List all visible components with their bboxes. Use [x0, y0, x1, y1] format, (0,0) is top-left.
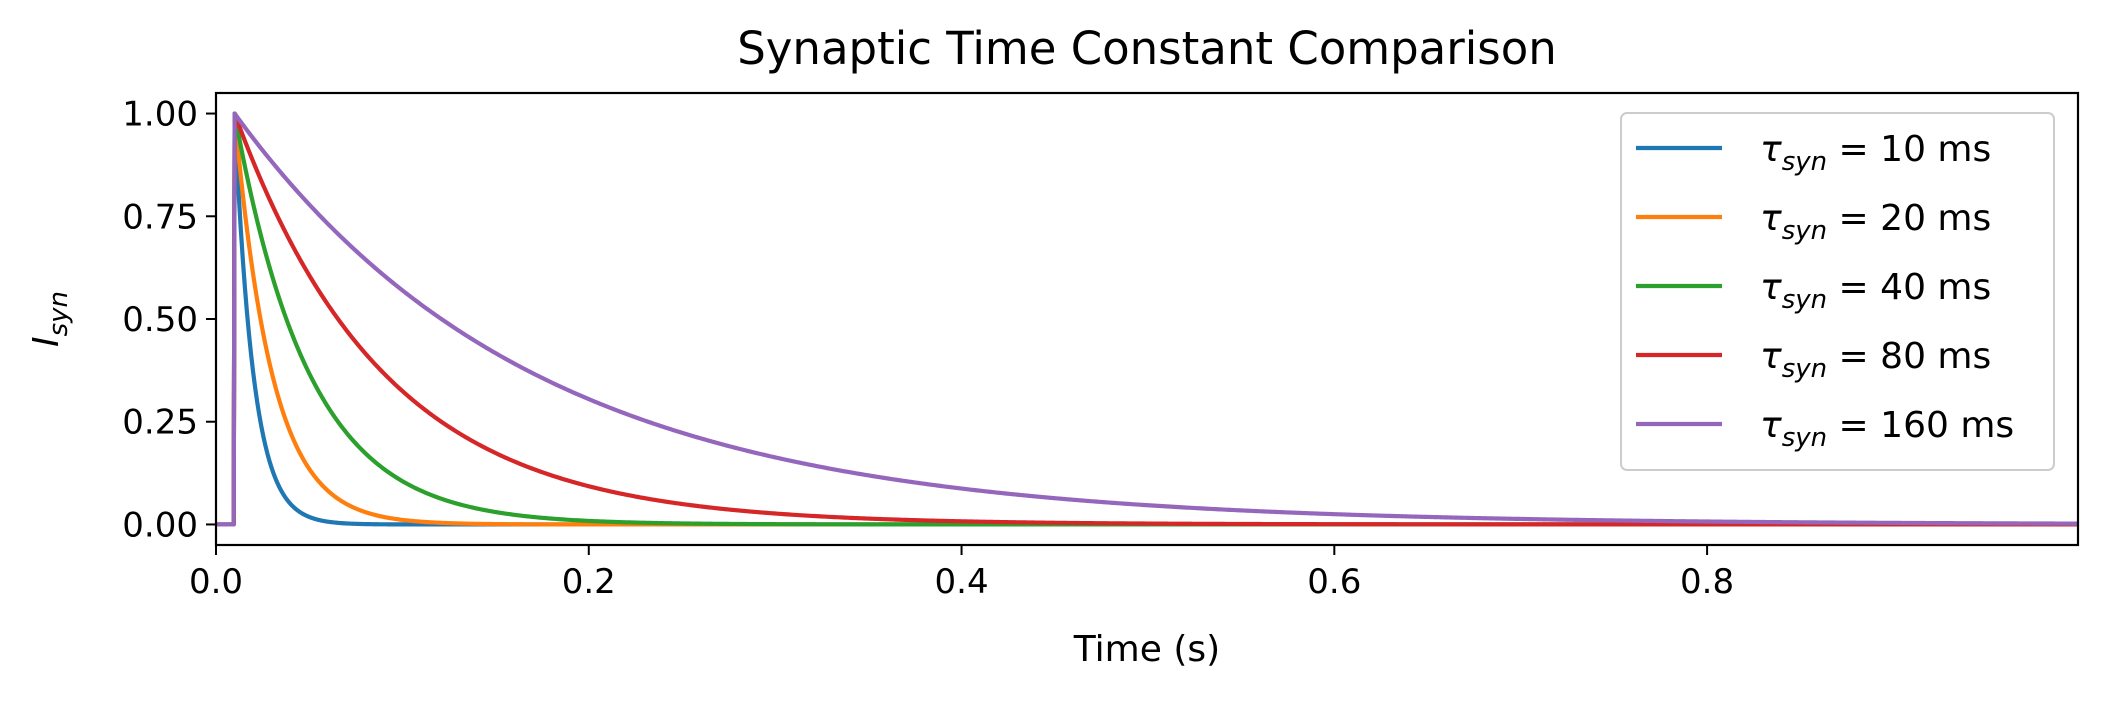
legend-label-5: τsyn = 160 ms [1760, 405, 2014, 453]
legend-label-value: = 20 ms [1827, 198, 1991, 239]
plot-area [214, 91, 2080, 547]
y-axis-ticks: 0.00 0.25 0.50 0.75 1.00 [122, 95, 216, 545]
legend-label-symbol: τ [1760, 129, 1782, 170]
x-tick-label: 0.0 [189, 562, 243, 602]
legend-label-2: τsyn = 20 ms [1760, 198, 1991, 246]
legend-label-value: = 80 ms [1827, 336, 1991, 377]
legend-label-value: = 10 ms [1827, 129, 1991, 170]
x-axis-ticks: 0.0 0.2 0.4 0.6 0.8 [189, 545, 1734, 602]
legend-label-subscript: syn [1782, 147, 1827, 177]
y-tick-label: 0.25 [122, 403, 198, 443]
legend-label-1: τsyn = 10 ms [1760, 129, 1991, 177]
legend-label-subscript: syn [1782, 216, 1827, 246]
y-axis-label-sub: syn [44, 291, 74, 336]
series-line-5 [216, 111, 2079, 527]
legend-label-symbol: τ [1760, 267, 1782, 308]
legend-label-4: τsyn = 80 ms [1760, 336, 1991, 384]
x-tick-label: 0.4 [935, 562, 989, 602]
x-tick-label: 0.6 [1307, 562, 1361, 602]
legend-label-symbol: τ [1760, 336, 1782, 377]
legend-label-3: τsyn = 40 ms [1760, 267, 1991, 315]
y-tick-label: 0.50 [122, 300, 198, 340]
series-layer [216, 111, 2079, 527]
legend-label-subscript: syn [1782, 423, 1827, 453]
legend-label-symbol: τ [1760, 405, 1782, 446]
legend-label-value: = 40 ms [1827, 267, 1991, 308]
x-tick-label: 0.8 [1680, 562, 1734, 602]
y-axis-label-base: I [26, 336, 67, 347]
x-axis-label: Time (s) [1073, 629, 1220, 670]
x-tick-label: 0.2 [562, 562, 616, 602]
y-tick-label: 1.00 [122, 95, 198, 135]
y-tick-label: 0.00 [122, 505, 198, 545]
legend-label-subscript: syn [1782, 354, 1827, 384]
legend-label-symbol: τ [1760, 198, 1782, 239]
chart-title: Synaptic Time Constant Comparison [737, 22, 1557, 75]
legend-label-value: = 160 ms [1827, 405, 2014, 446]
legend-box [1620, 112, 2055, 471]
series-line-4 [216, 111, 2079, 527]
y-tick-label: 0.75 [122, 197, 198, 237]
y-axis-label: Isyn [26, 291, 74, 347]
legend-label-subscript: syn [1782, 285, 1827, 315]
